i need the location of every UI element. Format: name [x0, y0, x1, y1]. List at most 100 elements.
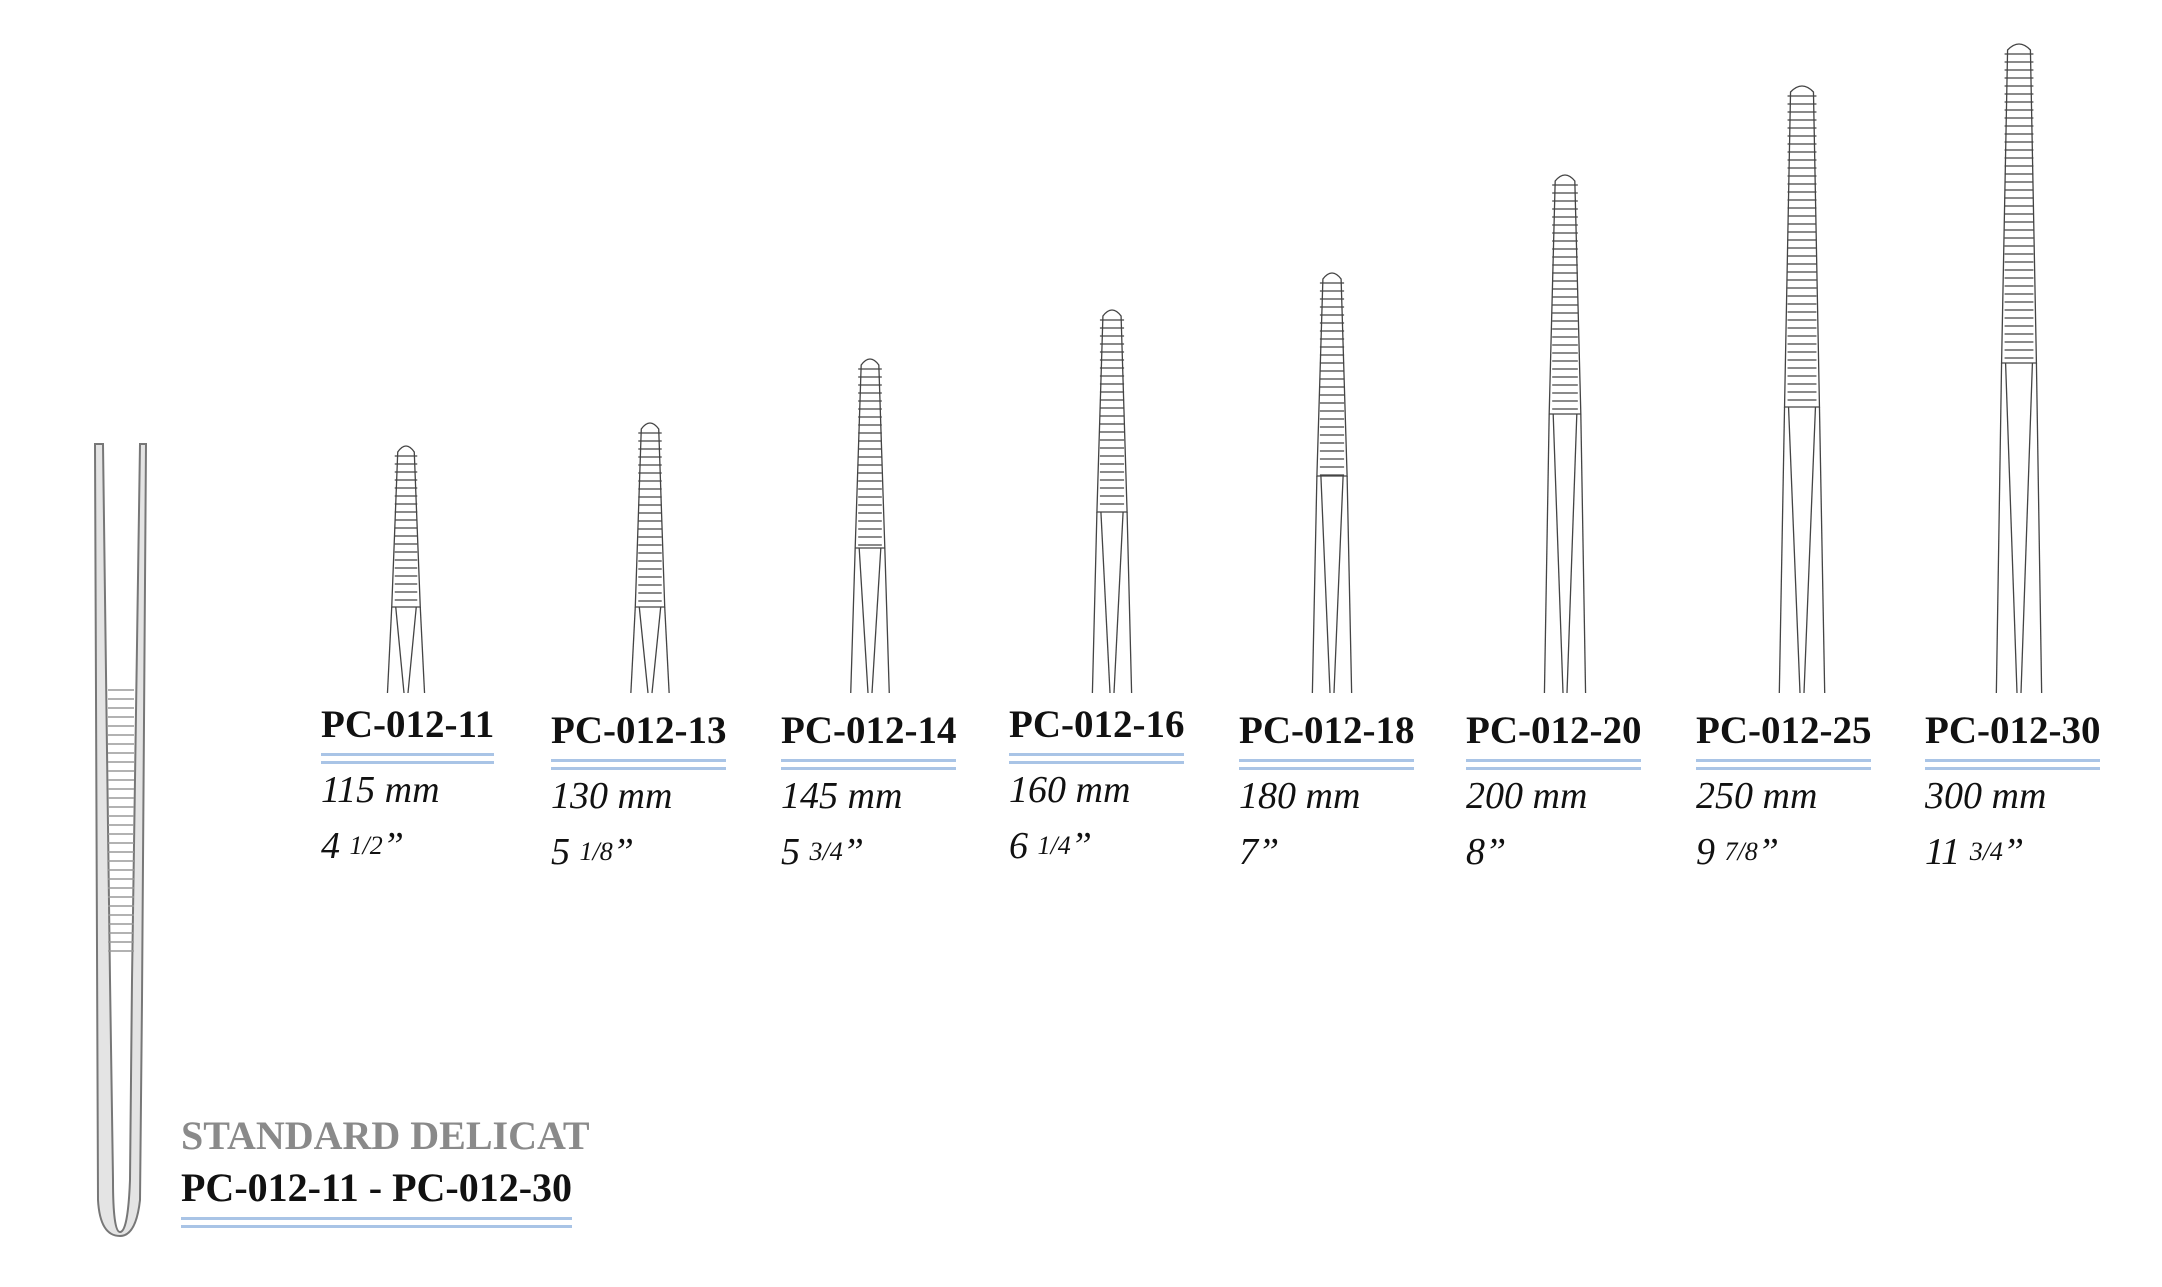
jaw	[1346, 475, 1353, 694]
jaw	[1333, 475, 1344, 694]
forceps-outline	[1783, 85, 1821, 408]
jaw	[1778, 406, 1786, 694]
jaw	[1100, 511, 1111, 694]
length-mm: 250 mm	[1696, 775, 1818, 817]
jaw	[1543, 413, 1550, 694]
length-mm: 115 mm	[321, 769, 440, 811]
inch-mark: ”	[1070, 825, 1092, 867]
jaw	[2004, 362, 2018, 694]
forceps	[1311, 272, 1353, 694]
length-inch: 5 3/4”	[781, 830, 956, 874]
product-item: PC-012-30 300 mm 11 3/4”	[1925, 708, 2101, 874]
inch-fraction: 7/8	[1724, 837, 1758, 866]
product-code: PC-012-25	[1696, 708, 1872, 762]
jaw	[850, 547, 856, 694]
jaw	[1126, 511, 1133, 694]
jaw	[1995, 362, 2003, 694]
jaw	[2020, 362, 2034, 694]
forceps	[1091, 309, 1133, 694]
forceps	[850, 358, 890, 694]
product-code: PC-012-30	[1925, 708, 2101, 762]
length-inch: 5 1/8”	[551, 830, 726, 874]
forceps-outline	[1096, 309, 1128, 513]
product-item: PC-012-13 130 mm 5 1/8”	[551, 708, 727, 874]
jaw	[630, 606, 636, 694]
inch-whole: 5	[781, 831, 800, 873]
forceps-outline	[391, 445, 421, 608]
length-inch: 8”	[1466, 830, 1641, 874]
jaw	[1552, 413, 1564, 694]
inch-mark: ”	[842, 831, 864, 873]
jaw	[1566, 413, 1578, 694]
inch-fraction: 1/4	[1037, 831, 1071, 860]
inch-mark: ”	[382, 825, 404, 867]
jaw	[1320, 475, 1331, 694]
forceps-outline	[2000, 43, 2038, 364]
length-inch: 9 7/8”	[1696, 830, 1871, 874]
length-mm: 200 mm	[1466, 775, 1588, 817]
jaw	[386, 606, 393, 694]
jaw	[1580, 413, 1587, 694]
forceps-outline	[1548, 174, 1582, 415]
jaw	[2035, 362, 2043, 694]
length-mm: 180 mm	[1239, 775, 1361, 817]
inch-mark: ”	[1757, 831, 1779, 873]
product-item: PC-012-25 250 mm 9 7/8”	[1696, 708, 1872, 874]
jaw	[395, 606, 405, 694]
jaw	[858, 547, 869, 694]
jaw	[1311, 475, 1318, 694]
product-code: PC-012-14	[781, 708, 957, 762]
jaw	[871, 547, 882, 694]
jaw	[407, 606, 417, 694]
jaw	[664, 606, 670, 694]
inch-fraction: 3/4	[809, 837, 843, 866]
inch-whole: 9	[1696, 831, 1715, 873]
inch-fraction: 1/2	[349, 831, 383, 860]
product-code: PC-012-20	[1466, 708, 1642, 762]
forceps-outline	[1316, 272, 1348, 477]
jaw	[419, 606, 426, 694]
jaw	[1818, 406, 1826, 694]
jaw	[1787, 406, 1801, 694]
product-code: PC-012-11	[321, 702, 495, 756]
large-forceps	[93, 443, 148, 1238]
series-range: PC-012-11 - PC-012-30	[181, 1164, 573, 1220]
product-item: PC-012-11 115 mm 4 1/2”	[321, 702, 495, 868]
length-mm: 160 mm	[1009, 769, 1131, 811]
forceps	[630, 422, 670, 694]
jaw	[638, 606, 649, 694]
jaw	[1803, 406, 1817, 694]
forceps-outline	[854, 358, 886, 549]
inch-whole: 8	[1466, 831, 1485, 873]
series-title: STANDARD DELICAT	[181, 1113, 590, 1158]
forceps	[1778, 85, 1826, 694]
product-code: PC-012-13	[551, 708, 727, 762]
length-mm: 130 mm	[551, 775, 673, 817]
inch-mark: ”	[1258, 831, 1280, 873]
length-inch: 4 1/2”	[321, 824, 494, 868]
grip-serration	[108, 689, 134, 952]
jaw	[651, 606, 662, 694]
product-item: PC-012-18 180 mm 7”	[1239, 708, 1415, 874]
product-item: PC-012-20 200 mm 8”	[1466, 708, 1642, 874]
product-code: PC-012-16	[1009, 702, 1185, 756]
product-item: PC-012-16 160 mm 6 1/4”	[1009, 702, 1185, 868]
forceps-outline	[634, 422, 666, 608]
jaw	[884, 547, 890, 694]
inch-mark: ”	[2002, 831, 2025, 873]
forceps	[386, 445, 426, 694]
inch-whole: 7	[1239, 831, 1258, 873]
inch-whole: 6	[1009, 825, 1028, 867]
inch-whole: 5	[551, 831, 570, 873]
length-inch: 6 1/4”	[1009, 824, 1184, 868]
inch-fraction: 3/4	[1969, 837, 2003, 866]
forceps	[1543, 174, 1587, 694]
length-inch: 7”	[1239, 830, 1414, 874]
forceps	[1995, 43, 2043, 694]
length-mm: 300 mm	[1925, 775, 2047, 817]
inch-mark: ”	[1485, 831, 1507, 873]
length-mm: 145 mm	[781, 775, 903, 817]
inch-whole: 11	[1925, 831, 1961, 873]
